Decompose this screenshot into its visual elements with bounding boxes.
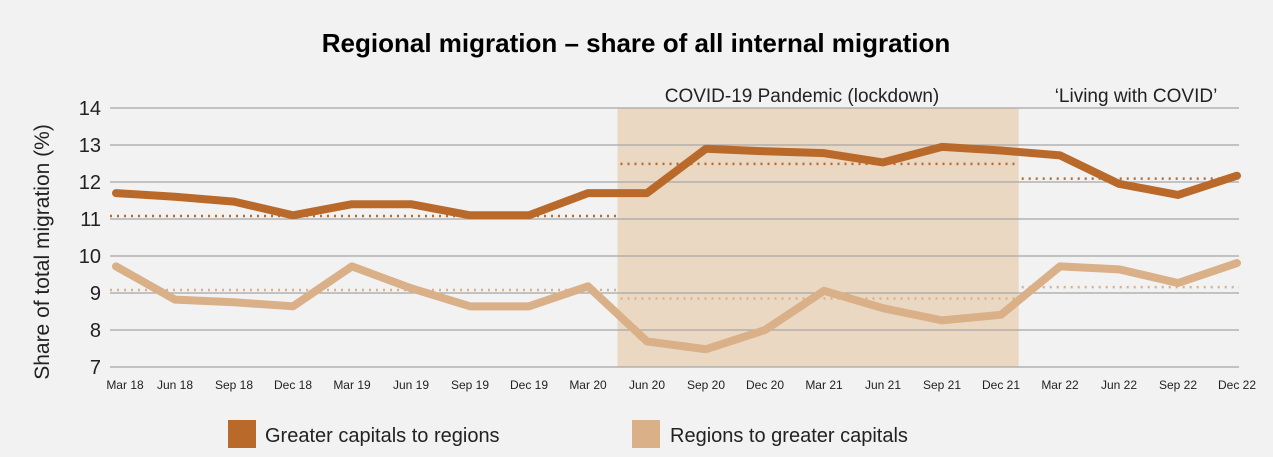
legend-label-greater-capitals: Greater capitals to regions xyxy=(265,425,500,447)
x-tick-label: Jun 20 xyxy=(629,378,665,392)
x-tick-label: Dec 19 xyxy=(510,378,548,392)
x-tick-label: Dec 21 xyxy=(982,378,1020,392)
x-tick-label: Jun 21 xyxy=(865,378,901,392)
x-tick-label: Dec 18 xyxy=(274,378,312,392)
x-tick-label: Mar 19 xyxy=(333,378,371,392)
legend-label-regions: Regions to greater capitals xyxy=(670,425,908,447)
y-tick-label: 13 xyxy=(79,135,101,157)
x-tick-label: Mar 20 xyxy=(569,378,607,392)
y-tick-label: 12 xyxy=(79,172,101,194)
y-tick-label: 9 xyxy=(90,283,101,305)
x-tick-label: Jun 18 xyxy=(157,378,193,392)
x-tick-label: Dec 20 xyxy=(746,378,784,392)
chart-title: Regional migration – share of all intern… xyxy=(322,28,950,58)
x-tick-label: Sep 20 xyxy=(687,378,725,392)
y-tick-label: 8 xyxy=(90,320,101,342)
y-tick-label: 10 xyxy=(79,246,101,268)
x-tick-label: Dec 22 xyxy=(1218,378,1256,392)
y-tick-label: 14 xyxy=(79,98,101,120)
series-line-greater-capitals-to-regions xyxy=(112,142,1241,220)
x-tick-label: Sep 18 xyxy=(215,378,253,392)
y-tick-label: 11 xyxy=(80,209,101,231)
x-tick-label: Mar 18 xyxy=(106,378,144,392)
x-tick-label: Sep 21 xyxy=(923,378,961,392)
x-tick-label: Sep 22 xyxy=(1159,378,1197,392)
x-tick-label: Mar 22 xyxy=(1041,378,1079,392)
x-tick-label: Mar 21 xyxy=(805,378,843,392)
x-tick-label: Sep 19 xyxy=(451,378,489,392)
y-axis-label: Share of total migration (%) xyxy=(31,124,54,380)
legend-swatch-regions xyxy=(632,420,660,448)
annotation-lockdown: COVID-19 Pandemic (lockdown) xyxy=(665,86,940,107)
x-tick-label: Jun 19 xyxy=(393,378,429,392)
legend-swatch-greater-capitals xyxy=(228,420,256,448)
annotation-living-with-covid: ‘Living with COVID’ xyxy=(1055,86,1218,107)
x-tick-label: Jun 22 xyxy=(1101,378,1137,392)
y-tick-label: 7 xyxy=(90,357,101,379)
series-line-regions-to-greater-capitals xyxy=(112,259,1241,354)
